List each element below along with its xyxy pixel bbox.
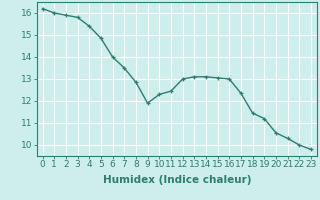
X-axis label: Humidex (Indice chaleur): Humidex (Indice chaleur) — [102, 175, 251, 185]
